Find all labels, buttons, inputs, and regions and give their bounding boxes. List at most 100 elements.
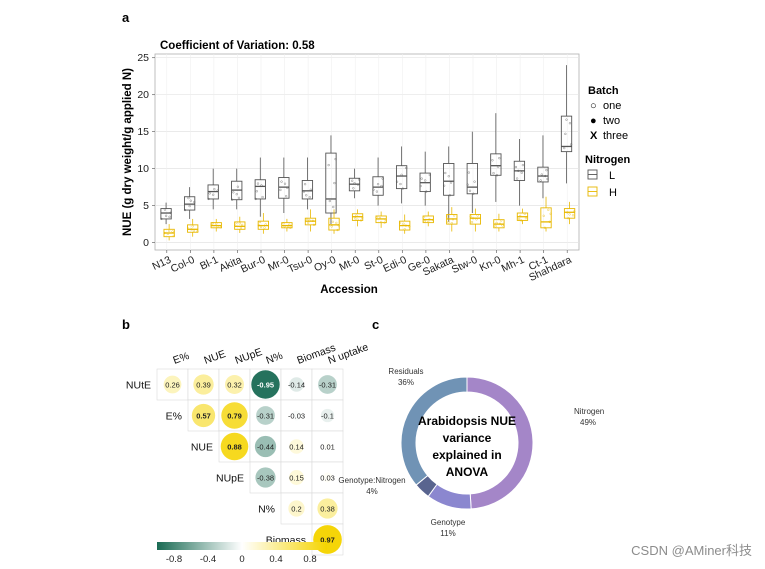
donut-center-text: Arabidopsis NUE variance explained in AN… bbox=[418, 414, 516, 479]
box-iqr bbox=[328, 217, 340, 231]
heatmap-circle bbox=[288, 500, 305, 517]
box-point bbox=[495, 221, 498, 225]
box-l-bl-1 bbox=[207, 168, 219, 210]
box-point bbox=[469, 215, 472, 218]
box-point bbox=[335, 221, 338, 225]
heatmap-value-label: 0.39 bbox=[196, 381, 211, 390]
box-point bbox=[240, 223, 244, 227]
box-point bbox=[517, 169, 520, 173]
box-point bbox=[263, 226, 266, 229]
box-point bbox=[283, 225, 286, 228]
heatmap-value-label: -0.14 bbox=[288, 381, 305, 390]
legend-batch-title: Batch bbox=[588, 85, 619, 97]
slice-label-nitrogen-pct: 49% bbox=[580, 418, 596, 427]
box-h-tsu-0 bbox=[304, 209, 317, 232]
box-point bbox=[333, 181, 336, 185]
box-point bbox=[164, 214, 168, 217]
box-point bbox=[213, 187, 216, 191]
box-h-shahdara bbox=[563, 201, 576, 225]
correlation-colorbar: -0.8 -0.4 0 0.4 0.8 bbox=[157, 542, 327, 565]
box-point bbox=[376, 183, 380, 186]
box-h-bl-1 bbox=[210, 218, 223, 232]
xtick-label-tsu-0: Tsu-0 bbox=[286, 254, 314, 276]
legend-batch-three: three bbox=[603, 130, 628, 142]
heatmap-value-label: 0.14 bbox=[289, 443, 304, 452]
box-point bbox=[312, 223, 316, 227]
box-point bbox=[353, 182, 356, 185]
box-point bbox=[207, 197, 210, 201]
heatmap-circle bbox=[163, 375, 182, 394]
box-l-edi-0 bbox=[395, 146, 408, 204]
colorbar-tick-label: -0.8 bbox=[166, 554, 182, 565]
heatmap-value-label: 0.2 bbox=[291, 505, 301, 514]
box-point bbox=[476, 214, 479, 217]
box-point bbox=[192, 229, 195, 232]
heatmap-circle bbox=[254, 435, 277, 458]
box-point bbox=[305, 217, 309, 221]
ytick-label: 25 bbox=[137, 52, 149, 64]
legend-batch-two: two bbox=[603, 115, 620, 127]
box-iqr bbox=[325, 152, 337, 214]
box-point bbox=[327, 163, 330, 167]
heatmap-circle bbox=[255, 467, 276, 488]
heatmap-circle bbox=[256, 406, 275, 425]
box-h-edi-0 bbox=[398, 214, 411, 234]
heatmap-circle bbox=[193, 374, 214, 395]
slice-label-gxn-name: Genotype:Nitrogen bbox=[338, 476, 405, 485]
box-point bbox=[520, 219, 523, 222]
box-point bbox=[186, 227, 190, 230]
heatmap-circle bbox=[289, 439, 304, 454]
donut-center-line-2: variance bbox=[443, 431, 492, 445]
box-point bbox=[520, 171, 523, 174]
box-l-mt-0 bbox=[348, 168, 361, 199]
ytick-label: 15 bbox=[137, 126, 149, 138]
box-point bbox=[280, 180, 283, 183]
box-point bbox=[381, 177, 384, 180]
box-point bbox=[470, 221, 474, 224]
box-point bbox=[375, 190, 379, 193]
boxplot-xlabel: Accession bbox=[320, 284, 378, 296]
box-point bbox=[404, 224, 407, 227]
box-point bbox=[400, 173, 403, 177]
box-point bbox=[191, 225, 194, 228]
box-point bbox=[311, 219, 314, 223]
box-point bbox=[309, 188, 313, 191]
box-point bbox=[302, 190, 306, 193]
colorbar-tick-label: 0 bbox=[239, 554, 244, 565]
box-point bbox=[255, 190, 258, 193]
box-point bbox=[468, 189, 472, 192]
box-point bbox=[215, 222, 218, 225]
heatmap-value-label: -0.31 bbox=[319, 381, 336, 390]
box-point bbox=[305, 194, 308, 197]
legend-nitrogen-l: L bbox=[609, 170, 615, 182]
box-point bbox=[356, 218, 359, 221]
box-point bbox=[546, 177, 549, 181]
legend-nitrogen-h: H bbox=[609, 187, 617, 199]
box-point bbox=[473, 180, 476, 183]
xtick-label-bur-0: Bur-0 bbox=[239, 254, 267, 276]
xtick-label-oy-0: Oy-0 bbox=[312, 254, 338, 275]
box-point bbox=[171, 230, 174, 233]
heatmap-value-label: -0.03 bbox=[288, 412, 305, 421]
box-point bbox=[545, 168, 548, 172]
box-point bbox=[288, 223, 291, 226]
heatmap-col-label-2: NUpE bbox=[233, 346, 263, 367]
box-point bbox=[544, 174, 547, 178]
box-point bbox=[403, 227, 406, 231]
box-point bbox=[166, 232, 170, 235]
box-point bbox=[308, 219, 311, 222]
box-point bbox=[425, 190, 428, 193]
box-point bbox=[283, 182, 287, 185]
box-point bbox=[337, 224, 340, 227]
box-point bbox=[573, 210, 576, 213]
box-point bbox=[472, 192, 475, 195]
box-point bbox=[356, 183, 360, 186]
ytick-label: 5 bbox=[143, 200, 149, 212]
box-h-oy-0 bbox=[328, 209, 340, 234]
xtick-label-stw-0: Stw-0 bbox=[450, 254, 480, 276]
box-point bbox=[475, 218, 478, 221]
box-point bbox=[282, 222, 285, 225]
box-point bbox=[548, 220, 551, 223]
box-point bbox=[256, 182, 260, 185]
box-iqr bbox=[563, 208, 576, 219]
